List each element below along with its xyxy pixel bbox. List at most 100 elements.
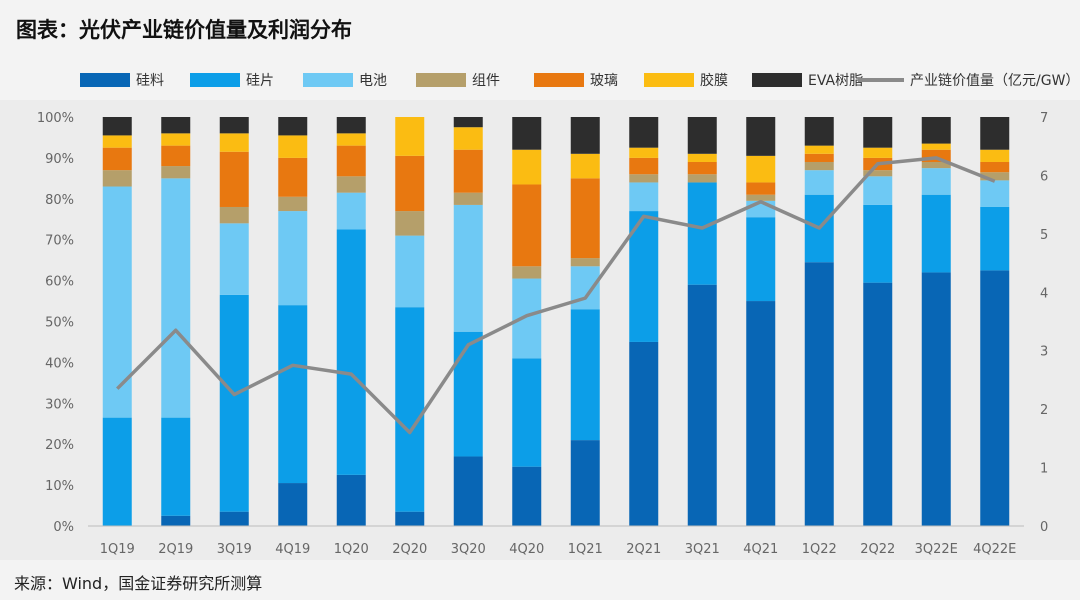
bar-segment — [161, 417, 191, 516]
bar-segment — [453, 149, 483, 193]
bar-segment — [629, 341, 659, 526]
bar-segment — [453, 117, 483, 128]
bar-segment — [570, 258, 600, 267]
bar-segment — [980, 149, 1010, 162]
legend-label: 胶膜 — [700, 72, 728, 89]
legend-label: 玻璃 — [590, 72, 618, 89]
bar-segment — [863, 282, 893, 526]
y-left-tick-label: 60% — [45, 275, 74, 290]
bar-segment — [980, 161, 1010, 173]
bar-segment — [395, 307, 425, 512]
x-tick-label: 2Q19 — [158, 542, 193, 557]
bar-segment — [278, 135, 308, 158]
bar-segment — [161, 166, 191, 179]
bar-segment — [570, 440, 600, 526]
bar-segment — [863, 170, 893, 177]
bar-segment — [278, 196, 308, 212]
bar-segment — [980, 270, 1010, 526]
bar-segment — [219, 294, 249, 512]
bar-segment — [102, 170, 132, 187]
bar-segment — [921, 161, 951, 169]
bar-segment — [980, 117, 1010, 150]
x-tick-label: 4Q19 — [275, 542, 310, 557]
value-line — [116, 156, 996, 435]
y-left-tick-label: 80% — [45, 193, 74, 208]
x-tick-label: 1Q22 — [802, 542, 837, 557]
legend-swatch — [534, 73, 584, 87]
legend-swatch — [416, 73, 466, 87]
bar-segment — [161, 178, 191, 418]
y-left-tick-label: 100% — [37, 111, 74, 126]
bar-segment — [453, 192, 483, 205]
bar-segment — [336, 133, 366, 146]
bar-segment — [570, 178, 600, 259]
legend-swatch — [80, 73, 130, 87]
bar-segment — [278, 117, 308, 136]
bar-segment — [453, 331, 483, 457]
y-left-tick-label: 90% — [45, 152, 74, 167]
bar-segment — [863, 147, 893, 158]
bar-segment — [746, 217, 776, 302]
legend-swatch — [644, 73, 694, 87]
bar-segment — [687, 182, 717, 285]
bar-segment — [570, 117, 600, 154]
bar-segment — [687, 153, 717, 162]
legend-label: EVA树脂 — [808, 73, 863, 89]
bar-segment — [219, 151, 249, 207]
bar-segment — [746, 194, 776, 201]
bar-segment — [395, 235, 425, 308]
chart-title: 图表：光伏产业链价值量及利润分布 — [16, 18, 352, 42]
bar-segment — [395, 117, 425, 156]
bar-segment — [336, 229, 366, 475]
bar-segment — [219, 117, 249, 134]
bar-segment — [687, 174, 717, 183]
bar-segment — [336, 117, 366, 134]
bar-segment — [512, 117, 542, 150]
bar-segment — [804, 145, 834, 154]
y-left-tick-label: 70% — [45, 234, 74, 249]
y-right-tick-label: 4 — [1040, 286, 1048, 301]
bars-group — [102, 117, 1010, 526]
bar-segment — [102, 186, 132, 418]
bar-segment — [336, 192, 366, 230]
bar-segment — [629, 174, 659, 183]
bar-segment — [512, 278, 542, 359]
bar-segment — [921, 194, 951, 273]
line-group — [116, 156, 996, 435]
bar-segment — [863, 176, 893, 205]
bar-segment — [161, 117, 191, 134]
bar-segment — [629, 211, 659, 342]
y-right-tick-label: 1 — [1040, 462, 1048, 477]
y-right-tick-label: 5 — [1040, 228, 1048, 243]
bar-segment — [863, 117, 893, 148]
bar-segment — [278, 211, 308, 306]
bar-segment — [102, 117, 132, 136]
bar-segment — [629, 182, 659, 212]
y-right-tick-label: 6 — [1040, 169, 1048, 184]
legend-swatch — [303, 73, 353, 87]
bar-segment — [278, 157, 308, 197]
y-left-tick-label: 10% — [45, 479, 74, 494]
y-right-tick-label: 7 — [1040, 111, 1048, 126]
bar-segment — [219, 133, 249, 152]
bar-segment — [804, 170, 834, 195]
bar-segment — [512, 184, 542, 267]
bar-segment — [336, 145, 366, 177]
y-left-tick-label: 40% — [45, 356, 74, 371]
bar-segment — [687, 161, 717, 175]
bar-segment — [921, 143, 951, 150]
x-tick-label: 4Q21 — [743, 542, 778, 557]
bar-segment — [921, 117, 951, 144]
bar-segment — [570, 153, 600, 179]
bar-segment — [980, 172, 1010, 181]
y-left-tick-label: 30% — [45, 397, 74, 412]
legend-swatch — [752, 73, 802, 87]
bar-segment — [395, 155, 425, 212]
legend-label: 硅片 — [246, 73, 274, 89]
legend-label: 组件 — [472, 73, 500, 89]
y-right-tick-label: 3 — [1040, 345, 1048, 360]
bar-segment — [102, 147, 132, 171]
legend-swatch — [190, 73, 240, 87]
bar-segment — [804, 262, 834, 526]
bar-segment — [219, 223, 249, 295]
